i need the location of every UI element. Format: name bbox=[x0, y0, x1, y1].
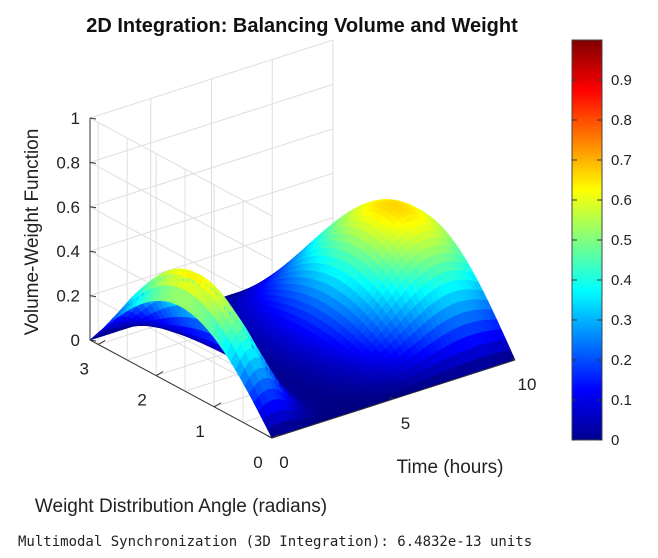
z-tick-label: 0.4 bbox=[56, 242, 80, 261]
console-output: Multimodal Synchronization (3D Integrati… bbox=[18, 534, 533, 550]
x-tick-label: 0 bbox=[279, 453, 288, 472]
colorbar-tick-label: 0.7 bbox=[611, 152, 632, 169]
colorbar-tick-label: 0.3 bbox=[611, 312, 632, 329]
colorbar-tick-label: 0 bbox=[611, 432, 619, 449]
y-tick-label: 0 bbox=[253, 453, 262, 472]
colorbar-tick-label: 0.5 bbox=[611, 232, 632, 249]
x-tick-label: 10 bbox=[518, 375, 537, 394]
colorbar-tick-label: 0.1 bbox=[611, 392, 632, 409]
x-axis-label: Time (hours) bbox=[397, 457, 504, 478]
chart-title: 2D Integration: Balancing Volume and Wei… bbox=[86, 15, 518, 37]
z-tick-label: 0.6 bbox=[56, 198, 80, 217]
axis-ticks: 0 5 10 0 1 2 3 0 0.2 0.4 0.6 0.8 1 bbox=[56, 109, 536, 472]
z-tick-label: 1 bbox=[71, 109, 80, 128]
surface-plot bbox=[89, 199, 516, 439]
z-tick-label: 0 bbox=[71, 331, 80, 350]
colorbar-tick-label: 0.9 bbox=[611, 72, 632, 89]
colorbar-tick-label: 0.4 bbox=[611, 272, 632, 289]
surface-chart: 0 5 10 0 1 2 3 0 0.2 0.4 0.6 0.8 1 2D Integration: B… bbox=[22, 15, 632, 517]
colorbar-ticks: 0 0.1 0.2 0.3 0.4 0.5 0.6 0.7 0.8 0.9 bbox=[572, 72, 632, 449]
y-tick-label: 3 bbox=[79, 359, 88, 378]
z-tick-label: 0.8 bbox=[56, 153, 80, 172]
y-axis-label: Weight Distribution Angle (radians) bbox=[35, 496, 327, 517]
colorbar-tick-label: 0.2 bbox=[611, 352, 632, 369]
x-tick-label: 5 bbox=[401, 414, 410, 433]
z-axis-label: Volume-Weight Function bbox=[22, 129, 43, 336]
colorbar-tick-label: 0.8 bbox=[611, 112, 632, 129]
z-tick-label: 0.2 bbox=[56, 287, 80, 306]
colorbar-tick-label: 0.6 bbox=[611, 192, 632, 209]
y-tick-label: 2 bbox=[137, 391, 146, 410]
y-tick-label: 1 bbox=[195, 422, 204, 441]
